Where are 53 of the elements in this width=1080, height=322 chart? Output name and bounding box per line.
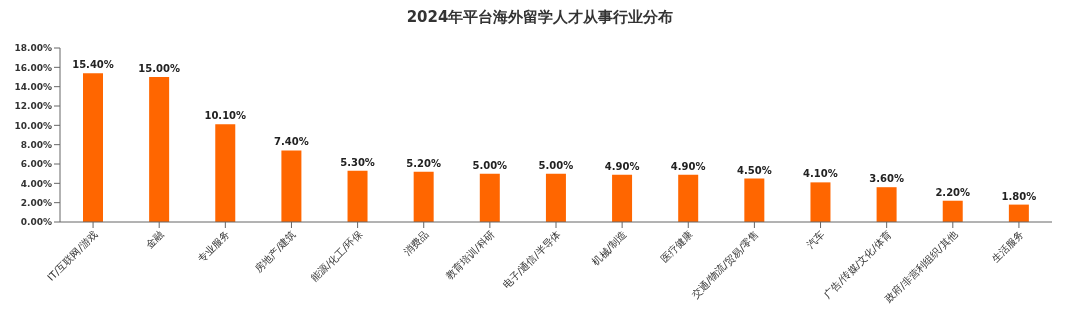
x-tick-label: 专业服务 bbox=[195, 228, 232, 265]
bar bbox=[479, 173, 500, 222]
y-tick-label: 10.00% bbox=[14, 120, 52, 131]
bar bbox=[413, 171, 434, 222]
x-tick-label: 房地产/建筑 bbox=[252, 228, 298, 275]
y-tick-label: 4.00% bbox=[20, 178, 52, 189]
x-tick-label: 汽车 bbox=[805, 228, 827, 251]
x-tick-label: IT/互联网/游戏 bbox=[45, 228, 100, 283]
y-tick-label: 16.00% bbox=[14, 62, 52, 73]
data-label: 1.80% bbox=[1001, 190, 1037, 202]
bar bbox=[83, 73, 103, 222]
x-tick-label: 医疗健康 bbox=[658, 228, 695, 265]
bar bbox=[744, 178, 765, 222]
data-label: 3.60% bbox=[869, 173, 904, 185]
x-tick-label: 机械/制造 bbox=[590, 228, 629, 268]
y-tick-label: 0.00% bbox=[20, 217, 52, 228]
data-label: 4.50% bbox=[736, 164, 772, 176]
data-label: 10.10% bbox=[204, 110, 247, 122]
data-label: 4.90% bbox=[670, 160, 706, 172]
bar bbox=[810, 182, 831, 222]
bar bbox=[1008, 204, 1029, 222]
data-label: 5.30% bbox=[340, 156, 375, 168]
data-label: 5.00% bbox=[538, 159, 574, 171]
data-label: 2.20% bbox=[935, 186, 971, 198]
data-label: 4.90% bbox=[604, 160, 640, 172]
x-tick-label: 电子/通信/半导体 bbox=[500, 228, 563, 291]
data-label: 5.00% bbox=[472, 159, 508, 171]
y-tick-label: 8.00% bbox=[20, 139, 52, 150]
y-tick-label: 12.00% bbox=[14, 101, 52, 112]
y-tick-label: 18.00% bbox=[14, 43, 52, 54]
bar bbox=[347, 170, 368, 222]
data-label: 15.00% bbox=[138, 63, 180, 74]
x-tick-label: 教育培训/科研 bbox=[443, 228, 497, 282]
x-tick-label: 金融 bbox=[143, 228, 166, 251]
bar bbox=[215, 124, 236, 222]
bar bbox=[876, 187, 897, 222]
bar bbox=[942, 200, 963, 222]
y-tick-label: 2.00% bbox=[20, 197, 52, 208]
y-tick-label: 14.00% bbox=[14, 81, 52, 92]
x-tick-label: 能源/化工/环保 bbox=[309, 228, 365, 284]
bar bbox=[545, 173, 566, 222]
data-label: 15.40% bbox=[72, 59, 114, 71]
bar bbox=[149, 77, 170, 222]
data-label: 5.20% bbox=[406, 157, 442, 169]
chart-title: 2024年平台海外留学人才从事行业分布 bbox=[405, 8, 675, 28]
data-label: 4.10% bbox=[803, 168, 838, 180]
bar bbox=[612, 174, 633, 222]
x-tick-label: 消费品 bbox=[401, 228, 431, 258]
y-tick-label: 6.00% bbox=[20, 159, 52, 170]
data-label: 7.40% bbox=[274, 136, 309, 148]
bar bbox=[678, 174, 699, 222]
bar bbox=[281, 150, 302, 222]
x-tick-label: 生活服务 bbox=[989, 228, 1026, 265]
